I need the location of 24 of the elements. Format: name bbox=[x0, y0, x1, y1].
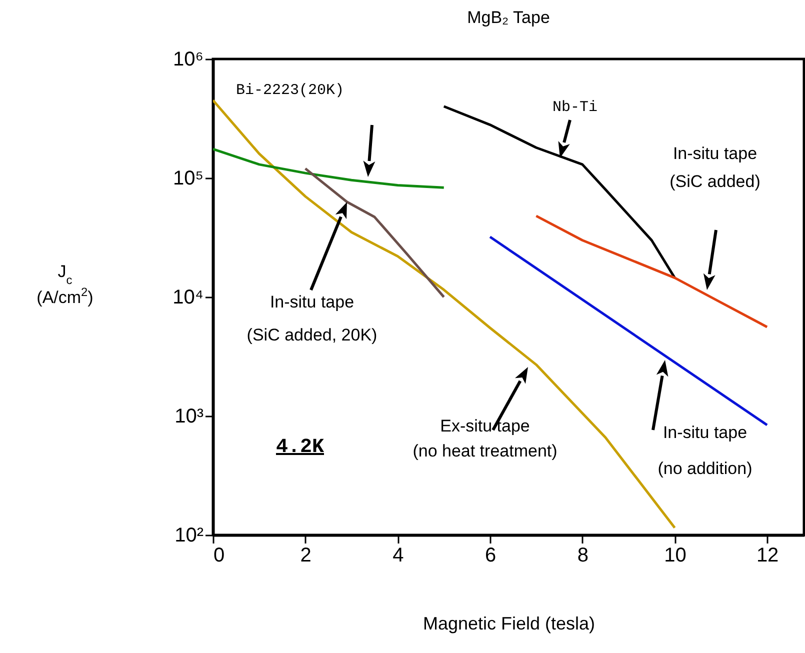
y-tick-label: 10⁴ bbox=[172, 286, 204, 308]
y-axis-title: J$_{c}$ (A/cm$^{2}$) bbox=[36, 262, 94, 307]
line-series bbox=[534, 214, 768, 328]
y-tick-label: 10² bbox=[174, 524, 204, 546]
x-tick-label: 12 bbox=[756, 544, 779, 566]
y-tick-label: 10⁶ bbox=[173, 48, 204, 70]
annotation: Bi-2223(20K) bbox=[236, 82, 344, 99]
x-axis-title: Magnetic Field (tesla) bbox=[422, 614, 596, 634]
annotation: In-situ tape (SiC added, 20K) bbox=[246, 292, 378, 345]
x-tick-label: 0 bbox=[214, 544, 225, 566]
x-tick-label: 8 bbox=[577, 544, 588, 566]
annotation: Nb-Ti bbox=[552, 98, 598, 116]
annotation: In-situ tape (no addition) bbox=[658, 423, 752, 478]
y-tick-label: 10³ bbox=[174, 406, 204, 428]
annotation: Ex-situ tape (no heat treatment) bbox=[412, 416, 558, 461]
x-tick-label: 10 bbox=[664, 544, 686, 566]
x-tick-label: 4 bbox=[392, 544, 404, 566]
annotation: In-situ tape (SiC added) bbox=[670, 144, 760, 192]
chart-title: MgB₂ Tape bbox=[467, 8, 550, 27]
annotation: 4.2K bbox=[276, 436, 324, 460]
line-series bbox=[213, 148, 446, 189]
y-tick-label: 10⁵ bbox=[172, 168, 204, 190]
x-tick-label: 6 bbox=[484, 544, 496, 566]
x-tick-label: 2 bbox=[300, 544, 312, 566]
